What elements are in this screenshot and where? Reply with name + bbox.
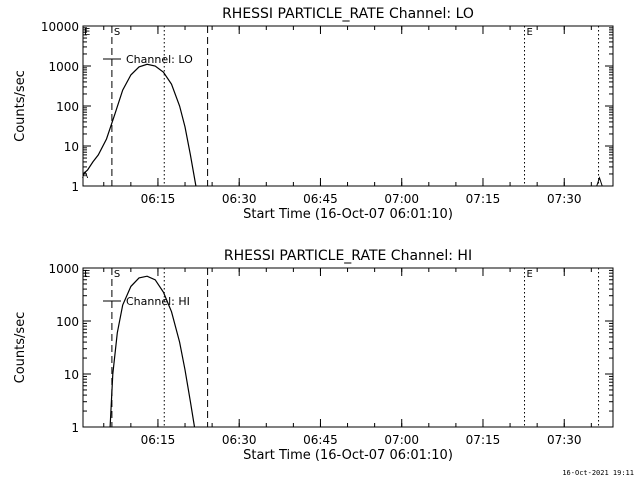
y-tick-label: 1000 [48,60,79,74]
chart-title-1: RHESSI PARTICLE_RATE Channel: LO [222,6,474,22]
y-tick-label: 10000 [41,20,79,34]
x-tick-label: 06:15 [141,433,176,447]
y-tick-label: 1 [71,421,79,435]
corner-label: E [84,269,90,280]
series-line-1-1 [82,63,197,187]
y-tick-label: 10 [64,368,79,382]
time-marker-label: S [114,27,120,38]
timestamp-footer: 16-Oct-2021 19:11 [562,469,634,477]
y-tick-label: 1000 [48,262,79,276]
series-blip [596,176,603,187]
time-marker-label: E [527,269,533,280]
time-marker-label: S [114,269,120,280]
x-tick-label: 07:30 [547,433,582,447]
legend-label-2: Channel: HI [126,295,190,308]
y-tick-label: 10 [64,140,79,154]
plot-frame-1 [82,25,614,187]
x-tick-label: 06:30 [222,192,257,206]
y-tick-label: 100 [56,100,79,114]
x-tick-label: 07:30 [547,192,582,206]
x-tick-label: 06:45 [303,192,338,206]
x-tick-label: 07:15 [466,433,501,447]
x-tick-label: 07:15 [466,192,501,206]
x-tick-label: 07:00 [384,433,419,447]
x-tick-label: 06:30 [222,433,257,447]
x-tick-label: 07:00 [384,192,419,206]
y-axis-label-2: Counts/sec [13,312,28,384]
x-axis-label-1: Start Time (16-Oct-07 06:01:10) [243,207,453,222]
y-tick-label: 1 [71,180,79,194]
corner-label: E [84,27,90,38]
corner-label: A [82,171,89,181]
legend-label-1: Channel: LO [126,53,193,66]
series-line-2-1 [109,275,196,428]
y-tick-label: 100 [56,315,79,329]
x-axis-label-2: Start Time (16-Oct-07 06:01:10) [243,448,453,463]
x-tick-label: 06:15 [141,192,176,206]
x-tick-label: 06:45 [303,433,338,447]
chart-title-2: RHESSI PARTICLE_RATE Channel: HI [224,248,472,264]
time-marker-label: E [527,27,533,38]
y-axis-label-1: Counts/sec [13,70,28,142]
